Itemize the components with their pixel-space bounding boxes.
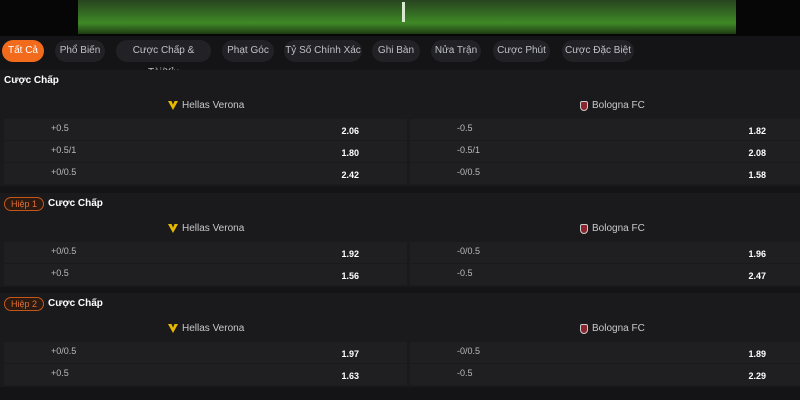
home-odds-row[interactable]: +0.5 1.56 — [4, 264, 407, 285]
half-badge: Hiệp 2 — [4, 297, 44, 311]
away-team: Bologna FC — [580, 223, 645, 234]
handicap-value: +0/0.5 — [51, 346, 77, 356]
home-odds-row[interactable]: +0/0.5 2.42 — [4, 163, 407, 184]
tab-handicap-overunder[interactable]: Cược Chấp & Tài/Xỉu — [116, 40, 211, 78]
bologna-logo-icon — [580, 323, 588, 334]
away-odds-row[interactable]: -0.5 2.29 — [410, 364, 800, 385]
away-odds-row[interactable]: -0.5 2.47 — [410, 264, 800, 285]
odds-value: 2.06 — [341, 126, 359, 136]
odds-value: 1.80 — [341, 148, 359, 158]
tab-minute-bets[interactable]: Cược Phút — [493, 40, 550, 62]
handicap-value: -0/0.5 — [457, 246, 481, 256]
home-team-name: Hellas Verona — [182, 100, 245, 111]
handicap-section: Hiệp 1 Cược Chấp Hellas Verona Bologna FC +0… — [0, 193, 800, 287]
away-odds-row[interactable]: -0/0.5 1.96 — [410, 242, 800, 263]
odds-value: 2.08 — [748, 148, 766, 158]
hellas-verona-logo-icon — [168, 224, 178, 233]
section-title: Cược Chấp — [48, 198, 103, 209]
handicap-value: -0/0.5 — [457, 167, 481, 177]
match-banner — [0, 0, 800, 36]
away-team-name: Bologna FC — [592, 100, 645, 111]
section-title: Cược Chấp — [48, 298, 103, 309]
hellas-verona-logo-icon — [168, 324, 178, 333]
half-badge: Hiệp 1 — [4, 197, 44, 211]
handicap-value: -0.5 — [457, 123, 473, 133]
odds-value: 2.42 — [341, 170, 359, 180]
tab-popular[interactable]: Phổ Biến — [55, 40, 105, 62]
bologna-logo-icon — [580, 223, 588, 234]
away-team-name: Bologna FC — [592, 223, 645, 234]
handicap-section: Hiệp 2 Cược Chấp Hellas Verona Bologna FC +0… — [0, 293, 800, 387]
home-team: Hellas Verona — [168, 323, 244, 334]
handicap-value: -0.5 — [457, 268, 473, 278]
tab-goalscorer[interactable]: Ghi Bàn — [372, 40, 420, 62]
handicap-section: Cược Chấp Hellas Verona Bologna FC +0.5 2.06… — [0, 70, 800, 186]
home-odds-row[interactable]: +0.5 2.06 — [4, 119, 407, 140]
tab-corners[interactable]: Phạt Góc — [222, 40, 274, 62]
odds-value: 2.29 — [748, 371, 766, 381]
away-team: Bologna FC — [580, 100, 645, 111]
home-team-name: Hellas Verona — [182, 223, 245, 234]
odds-value: 1.92 — [341, 249, 359, 259]
tab-correct-score[interactable]: Tỷ Số Chính Xác — [284, 40, 362, 62]
handicap-value: +0/0.5 — [51, 246, 77, 256]
away-odds-row[interactable]: -0/0.5 1.89 — [410, 342, 800, 363]
odds-value: 1.63 — [341, 371, 359, 381]
away-odds-row[interactable]: -0/0.5 1.58 — [410, 163, 800, 184]
away-team: Bologna FC — [580, 323, 645, 334]
home-team: Hellas Verona — [168, 223, 244, 234]
odds-value: 1.89 — [748, 349, 766, 359]
handicap-value: -0.5 — [457, 368, 473, 378]
away-odds-row[interactable]: -0.5/1 2.08 — [410, 141, 800, 162]
tab-special-bets[interactable]: Cược Đặc Biệt — [562, 40, 634, 62]
home-odds-row[interactable]: +0.5 1.63 — [4, 364, 407, 385]
home-odds-row[interactable]: +0.5/1 1.80 — [4, 141, 407, 162]
odds-value: 1.97 — [341, 349, 359, 359]
home-team: Hellas Verona — [168, 100, 244, 111]
odds-value: 1.58 — [748, 170, 766, 180]
odds-value: 1.82 — [748, 126, 766, 136]
hellas-verona-logo-icon — [168, 101, 178, 110]
odds-value: 2.47 — [748, 271, 766, 281]
handicap-value: +0.5 — [51, 368, 69, 378]
handicap-value: -0.5/1 — [457, 145, 481, 155]
tab-all[interactable]: Tất Cả — [2, 40, 44, 62]
odds-value: 1.96 — [748, 249, 766, 259]
handicap-value: +0.5/1 — [51, 145, 77, 155]
home-odds-row[interactable]: +0/0.5 1.92 — [4, 242, 407, 263]
bologna-logo-icon — [580, 100, 588, 111]
handicap-value: +0.5 — [51, 268, 69, 278]
away-team-name: Bologna FC — [592, 323, 645, 334]
section-title: Cược Chấp — [4, 75, 59, 86]
handicap-value: +0.5 — [51, 123, 69, 133]
home-team-name: Hellas Verona — [182, 323, 245, 334]
handicap-value: +0/0.5 — [51, 167, 77, 177]
handicap-value: -0/0.5 — [457, 346, 481, 356]
pitch-image — [78, 0, 736, 34]
odds-value: 1.56 — [341, 271, 359, 281]
home-odds-row[interactable]: +0/0.5 1.97 — [4, 342, 407, 363]
tab-half-time[interactable]: Nửa Trận — [431, 40, 481, 62]
away-odds-row[interactable]: -0.5 1.82 — [410, 119, 800, 140]
market-tabs: Tất Cả Phổ Biến Cược Chấp & Tài/Xỉu Phạt… — [0, 40, 800, 78]
